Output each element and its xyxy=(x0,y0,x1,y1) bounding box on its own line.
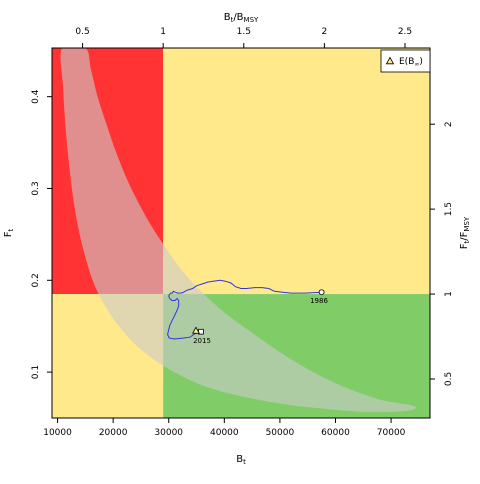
top-tick-label: 1.5 xyxy=(237,27,251,37)
y-axis-left: 0.1 0.2 0.3 0.4 xyxy=(31,89,52,379)
y-axis-label: Ft xyxy=(3,228,15,237)
y-tick-label: 0.3 xyxy=(31,181,41,195)
overfishing-quadrant xyxy=(163,48,430,295)
x-tick-label: 30000 xyxy=(154,428,183,438)
right-tick-label: 1 xyxy=(444,291,454,297)
x-tick-label: 60000 xyxy=(321,428,350,438)
y-tick-label: 0.2 xyxy=(31,273,41,287)
right-tick-label: 0.5 xyxy=(444,372,454,386)
x-tick-label: 20000 xyxy=(99,428,128,438)
right-tick-label: 1.5 xyxy=(444,202,454,216)
start-year-label: 1986 xyxy=(310,297,328,305)
status-quadrants xyxy=(52,48,430,418)
top-tick-label: 1 xyxy=(160,27,166,37)
y-tick-label: 0.4 xyxy=(31,89,41,104)
top-tick-label: 0.5 xyxy=(75,27,89,37)
start-point-marker xyxy=(318,289,325,296)
top-tick-label: 2 xyxy=(322,27,328,37)
x-axis-label: Bt xyxy=(236,454,246,466)
x-axis-top: 0.5 1 1.5 2 2.5 xyxy=(75,27,412,48)
legend-label: E(B∞) xyxy=(399,57,423,68)
right-axis-label: Ft/FMSY xyxy=(459,216,471,249)
trajectory-line xyxy=(167,279,322,340)
x-tick-label: 40000 xyxy=(210,428,239,438)
y-axis-right: 0.5 1 1.5 2 xyxy=(430,121,454,386)
trajectory-markers xyxy=(191,289,325,335)
top-axis-label: Bt/BMSY xyxy=(224,12,259,24)
y-tick-label: 0.1 xyxy=(31,365,41,379)
plot-frame xyxy=(51,47,431,419)
top-tick-label: 2.5 xyxy=(398,27,412,37)
x-tick-label: 10000 xyxy=(43,428,72,438)
legend-triangle-icon xyxy=(385,56,395,65)
end-year-label: 2015 xyxy=(193,337,211,345)
x-axis-bottom: 10000 20000 30000 40000 50000 60000 70000 xyxy=(43,418,406,438)
confidence-ellipse xyxy=(60,48,417,413)
x-tick-label: 50000 xyxy=(266,428,295,438)
right-tick-label: 2 xyxy=(444,121,454,127)
legend-box xyxy=(380,49,431,73)
expected-biomass-marker xyxy=(191,326,200,334)
x-tick-label: 70000 xyxy=(377,428,406,438)
legend: E(B∞) xyxy=(380,49,431,73)
